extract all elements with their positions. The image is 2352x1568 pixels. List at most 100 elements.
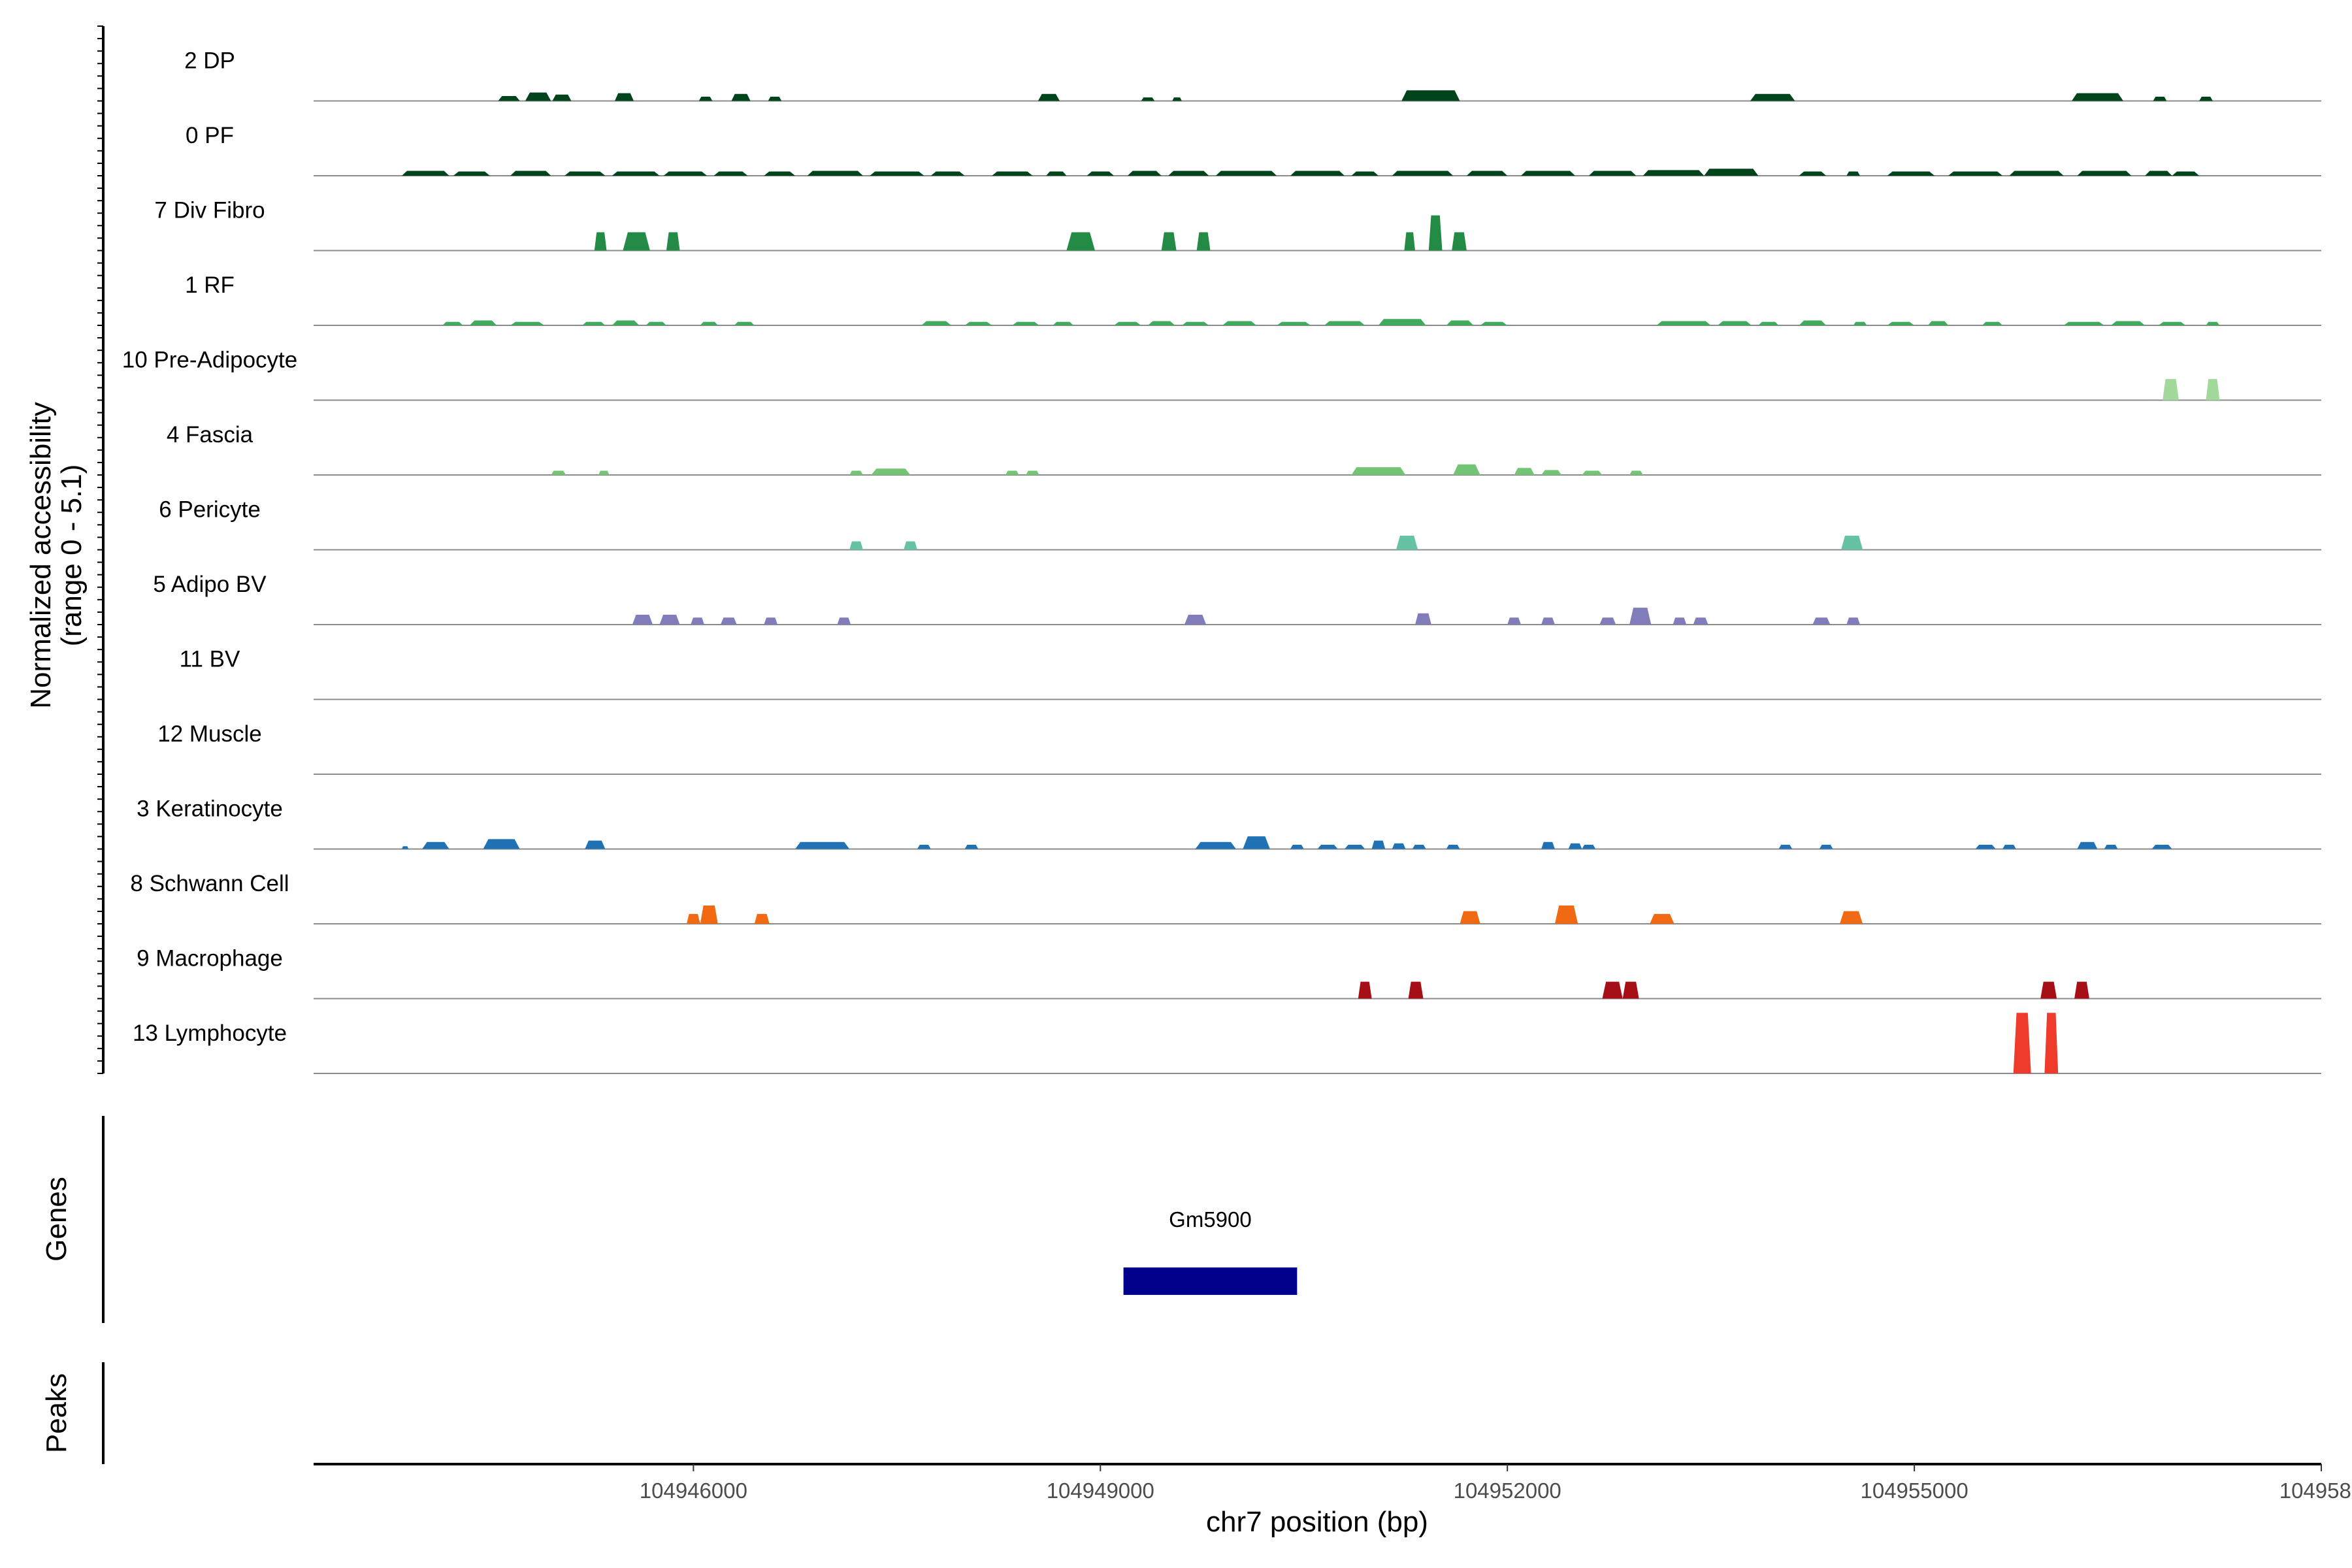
accessibility-peak: [1642, 170, 1705, 176]
accessibility-peak: [2153, 97, 2167, 101]
accessibility-peak: [1521, 171, 1575, 176]
track-label: 2 DP: [184, 48, 235, 74]
accessibility-peak: [1819, 845, 1833, 849]
track-label: 3 Keratinocyte: [137, 796, 283, 822]
accessibility-peak: [849, 541, 863, 550]
x-tick-label: 104946000: [640, 1478, 747, 1503]
accessibility-peak: [1846, 171, 1860, 176]
accessibility-peak: [930, 171, 965, 176]
accessibility-peak: [1446, 845, 1460, 849]
accessibility-peak: [582, 321, 606, 325]
accessibility-peak: [1184, 614, 1207, 625]
accessibility-peak: [837, 617, 851, 625]
accessibility-peak: [764, 617, 778, 625]
accessibility-peak: [1290, 171, 1345, 176]
accessibility-peak: [870, 171, 924, 176]
accessibility-peak: [964, 321, 992, 325]
track-label: 12 Muscle: [157, 721, 262, 747]
accessibility-peak: [1127, 171, 1162, 176]
accessibility-peak: [1656, 321, 1711, 325]
accessibility-peak: [1277, 321, 1311, 325]
y-axis: [97, 25, 105, 1074]
accessibility-peak: [2163, 379, 2179, 400]
genes-panel-title: Genes: [41, 1177, 73, 1262]
accessibility-peak: [1507, 617, 1521, 625]
accessibility-peak: [552, 94, 572, 101]
accessibility-peak: [1196, 232, 1211, 251]
accessibility-peak: [691, 617, 704, 625]
accessibility-peak: [1345, 845, 1365, 849]
accessibility-peak: [871, 468, 911, 475]
x-tick-label: 104952000: [1454, 1478, 1561, 1503]
accessibility-peak: [585, 840, 606, 849]
accessibility-peak: [402, 171, 449, 176]
accessibility-peak: [1114, 321, 1141, 325]
accessibility-peak: [564, 171, 606, 176]
accessibility-peak: [1541, 617, 1555, 625]
accessibility-peak: [2072, 93, 2123, 101]
accessibility-peak: [1758, 321, 1779, 325]
y-axis-title-line2: (range 0 - 5.1): [56, 465, 88, 647]
accessibility-peak: [1378, 319, 1426, 325]
accessibility-peak: [764, 171, 796, 176]
accessibility-peak: [1554, 906, 1578, 924]
accessibility-peak: [594, 232, 607, 251]
track: 7 Div Fibro: [154, 198, 2321, 252]
accessibility-peak: [2151, 845, 2172, 849]
accessibility-peak: [1704, 169, 1759, 176]
accessibility-peak: [510, 171, 551, 176]
accessibility-peak: [666, 232, 680, 251]
accessibility-peak: [807, 171, 863, 176]
accessibility-peak: [1480, 321, 1508, 325]
track-label: 1 RF: [185, 272, 235, 298]
x-tick-label: 1049580: [2279, 1478, 2352, 1503]
accessibility-peak: [2206, 321, 2220, 325]
track-label: 7 Div Fibro: [154, 198, 265, 223]
accessibility-peak: [700, 906, 718, 924]
accessibility-peak: [1582, 845, 1596, 849]
accessibility-peak: [1053, 321, 1073, 325]
accessibility-peak: [734, 321, 755, 325]
accessibility-peak: [921, 321, 951, 325]
track: 12 Muscle: [157, 721, 2321, 775]
accessibility-peak: [1428, 215, 1443, 251]
accessibility-peak: [1401, 90, 1460, 101]
genes-panel: Gm5900: [1123, 1207, 1298, 1295]
accessibility-peak: [1037, 93, 1060, 101]
accessibility-peak: [615, 93, 634, 101]
accessibility-peak: [2044, 1013, 2059, 1073]
accessibility-peak: [1066, 232, 1095, 251]
track-label: 11 BV: [180, 647, 240, 672]
accessibility-peak: [1599, 617, 1616, 625]
accessibility-peak: [483, 839, 520, 849]
accessibility-peak: [2199, 97, 2213, 101]
accessibility-peak: [1629, 608, 1652, 625]
accessibility-peak: [1693, 617, 1708, 625]
accessibility-peak: [1812, 617, 1831, 625]
accessibility-peak: [2013, 1013, 2031, 1073]
x-axis-title: chr7 position (bp): [1206, 1506, 1428, 1538]
accessibility-peak: [1466, 171, 1508, 176]
track: 8 Schwann Cell: [130, 871, 2321, 924]
accessibility-peak: [402, 846, 409, 849]
x-axis: 104946000 104949000 104952000 104955000 1049…: [314, 1463, 2352, 1503]
accessibility-peak: [2172, 171, 2200, 176]
accessibility-peak: [1799, 171, 1827, 176]
accessibility-peak: [1371, 840, 1386, 849]
accessibility-peak: [2063, 321, 2104, 325]
accessibility-peak: [917, 845, 931, 849]
accessibility-peak: [731, 93, 751, 101]
accessibility-peak: [612, 171, 660, 176]
accessibility-peak: [1026, 470, 1039, 475]
accessibility-peak: [2145, 171, 2172, 176]
accessibility-peak: [2002, 845, 2016, 849]
accessibility-peak: [1541, 470, 1562, 475]
accessibility-peak: [1887, 171, 1935, 176]
accessibility-peak: [1541, 841, 1555, 849]
accessibility-peak: [1982, 321, 2003, 325]
accessibility-peak: [1215, 171, 1277, 176]
accessibility-peak: [612, 320, 640, 325]
accessibility-peak: [623, 232, 650, 251]
accessibility-peak: [1172, 97, 1182, 101]
accessibility-peak: [2104, 845, 2118, 849]
